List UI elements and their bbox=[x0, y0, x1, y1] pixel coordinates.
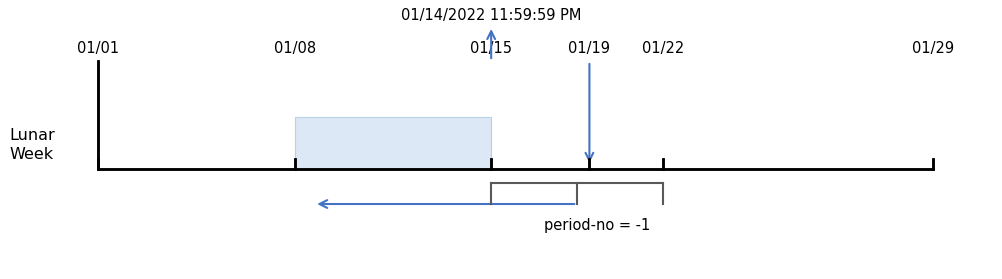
Text: period-no = -1: period-no = -1 bbox=[544, 218, 650, 233]
Text: 01/01: 01/01 bbox=[77, 41, 119, 56]
Text: 01/19: 01/19 bbox=[568, 41, 610, 56]
Text: 01/15: 01/15 bbox=[470, 41, 512, 56]
Text: 01/08: 01/08 bbox=[274, 41, 316, 56]
Text: 01/14/2022 11:59:59 PM: 01/14/2022 11:59:59 PM bbox=[401, 8, 581, 23]
Text: Lunar
Week: Lunar Week bbox=[10, 128, 55, 162]
Text: 01/22: 01/22 bbox=[642, 41, 684, 56]
Bar bbox=[295, 117, 491, 169]
Text: 01/29: 01/29 bbox=[912, 41, 954, 56]
